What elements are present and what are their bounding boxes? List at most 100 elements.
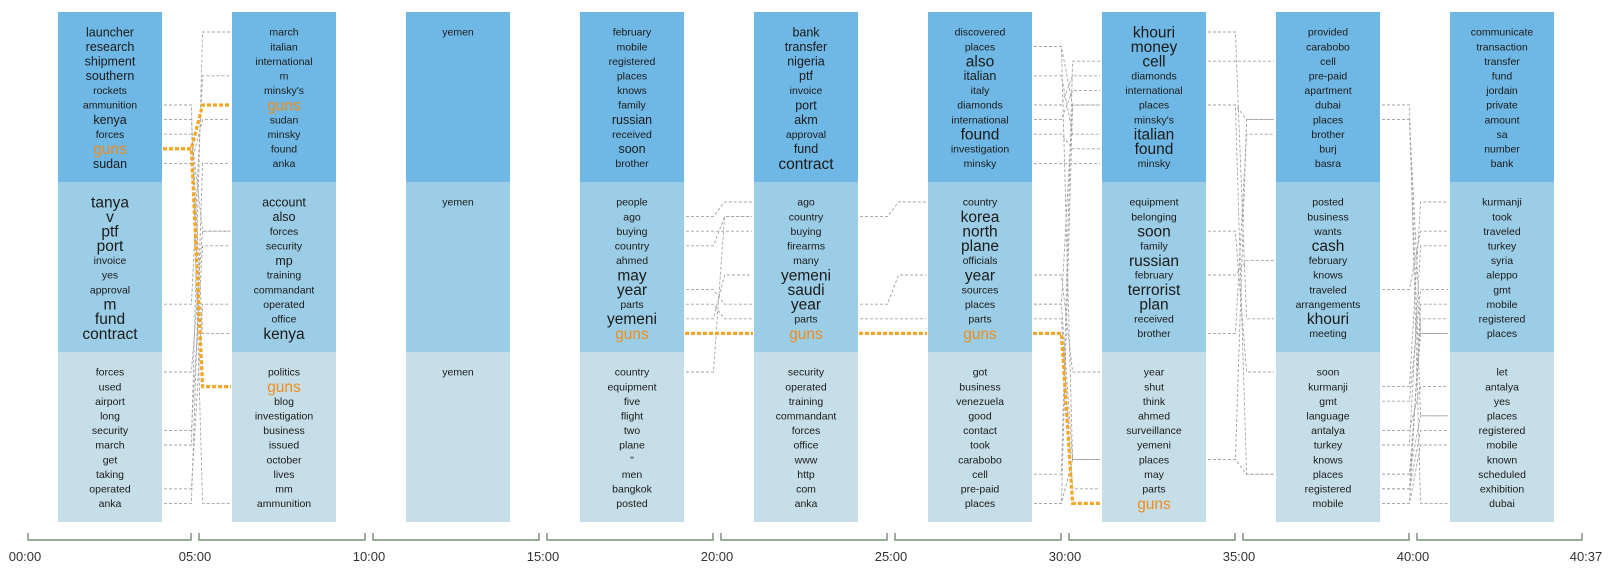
topic-keyword[interactable]: blog bbox=[274, 396, 294, 408]
topic-keyword[interactable]: shipment bbox=[85, 55, 136, 69]
topic-keyword[interactable]: carabobo bbox=[958, 454, 1002, 466]
topic-keyword[interactable]: good bbox=[968, 410, 992, 422]
topic-keyword[interactable]: ptf bbox=[799, 69, 813, 83]
topic-keyword[interactable]: sudan bbox=[270, 114, 299, 126]
topic-keyword[interactable]: posted bbox=[1312, 197, 1344, 209]
topic-keyword[interactable]: february bbox=[1135, 270, 1174, 282]
topic-keyword[interactable]: parts bbox=[794, 313, 817, 325]
topic-keyword[interactable]: rockets bbox=[93, 85, 127, 97]
highlighted-keyword[interactable]: guns bbox=[267, 97, 301, 114]
topic-keyword[interactable]: account bbox=[262, 195, 306, 209]
topic-keyword[interactable]: firearms bbox=[787, 240, 825, 252]
topic-keyword[interactable]: burj bbox=[1319, 143, 1337, 155]
topic-keyword[interactable]: registered bbox=[1305, 483, 1352, 495]
topic-keyword[interactable]: arrangements bbox=[1296, 299, 1361, 311]
topic-keyword[interactable]: commandant bbox=[254, 284, 315, 296]
topic-keyword[interactable]: places bbox=[965, 299, 995, 311]
topic-keyword[interactable]: country bbox=[615, 240, 650, 252]
topic-keyword[interactable]: equipment bbox=[1129, 197, 1178, 209]
topic-keyword[interactable]: sources bbox=[962, 284, 999, 296]
topic-keyword[interactable]: places bbox=[1139, 100, 1169, 112]
topic-keyword[interactable]: fund bbox=[794, 142, 818, 156]
topic-keyword[interactable]: anka bbox=[273, 158, 296, 170]
topic-keyword[interactable]: yemen bbox=[442, 197, 474, 209]
topic-keyword[interactable]: traveled bbox=[1483, 226, 1521, 238]
topic-keyword[interactable]: italian bbox=[1134, 127, 1175, 144]
topic-keyword[interactable]: venezuela bbox=[956, 396, 1004, 408]
topic-keyword[interactable]: traveled bbox=[1309, 284, 1347, 296]
topic-keyword[interactable]: ammunition bbox=[257, 498, 311, 510]
topic-keyword[interactable]: forces bbox=[96, 367, 125, 379]
topic-keyword[interactable]: knows bbox=[1313, 270, 1343, 282]
topic-keyword[interactable]: basra bbox=[1315, 158, 1341, 170]
topic-keyword[interactable]: get bbox=[103, 454, 118, 466]
topic-keyword[interactable]: brother bbox=[1137, 328, 1171, 340]
topic-keyword[interactable]: received bbox=[1134, 313, 1174, 325]
topic-keyword[interactable]: officials bbox=[963, 255, 998, 267]
topic-keyword[interactable]: m bbox=[104, 297, 117, 314]
topic-keyword[interactable]: used bbox=[99, 381, 122, 393]
topic-keyword[interactable]: brother bbox=[615, 158, 649, 170]
topic-keyword[interactable]: soon bbox=[618, 142, 645, 156]
topic-keyword[interactable]: provided bbox=[1308, 27, 1348, 39]
topic-keyword[interactable]: yemen bbox=[442, 367, 474, 379]
topic-keyword[interactable]: also bbox=[966, 54, 994, 71]
topic-keyword[interactable]: transaction bbox=[1476, 41, 1528, 53]
topic-keyword[interactable]: also bbox=[273, 210, 296, 224]
topic-keyword[interactable]: nigeria bbox=[787, 55, 825, 69]
topic-keyword[interactable]: yemeni bbox=[781, 267, 831, 284]
topic-keyword[interactable]: many bbox=[793, 255, 819, 267]
topic-keyword[interactable]: mobile bbox=[1487, 440, 1518, 452]
topic-keyword[interactable]: places bbox=[1487, 410, 1517, 422]
topic-keyword[interactable]: approval bbox=[90, 284, 130, 296]
topic-keyword[interactable]: exhibition bbox=[1480, 483, 1525, 495]
topic-keyword[interactable]: received bbox=[612, 129, 652, 141]
topic-keyword[interactable]: places bbox=[1313, 469, 1343, 481]
topic-keyword[interactable]: soon bbox=[1137, 224, 1171, 241]
topic-keyword[interactable]: korea bbox=[961, 209, 1000, 226]
topic-keyword[interactable]: gmt bbox=[1493, 284, 1511, 296]
topic-keyword[interactable]: kenya bbox=[93, 113, 126, 127]
topic-keyword[interactable]: dubai bbox=[1315, 100, 1341, 112]
topic-keyword[interactable]: lives bbox=[273, 469, 294, 481]
topic-keyword[interactable]: plane bbox=[619, 440, 645, 452]
topic-keyword[interactable]: minsky's bbox=[264, 85, 304, 97]
topic-keyword[interactable]: dubai bbox=[1489, 498, 1515, 510]
topic-keyword[interactable]: mobile bbox=[617, 41, 648, 53]
topic-keyword[interactable]: yemeni bbox=[1137, 440, 1171, 452]
topic-keyword[interactable]: buying bbox=[791, 226, 822, 238]
topic-keyword[interactable]: number bbox=[1484, 143, 1520, 155]
topic-keyword[interactable]: bank bbox=[792, 25, 820, 39]
topic-keyword[interactable]: north bbox=[962, 224, 997, 241]
topic-keyword[interactable]: international bbox=[255, 56, 312, 68]
highlighted-keyword[interactable]: guns bbox=[267, 379, 301, 396]
topic-keyword[interactable]: registered bbox=[1479, 425, 1526, 437]
topic-keyword[interactable]: business bbox=[263, 425, 304, 437]
topic-keyword[interactable]: belonging bbox=[1131, 211, 1177, 223]
topic-keyword[interactable]: www bbox=[794, 454, 818, 466]
topic-keyword[interactable]: places bbox=[1139, 454, 1169, 466]
topic-keyword[interactable]: port bbox=[795, 98, 817, 112]
topic-keyword[interactable]: soon bbox=[1317, 367, 1340, 379]
topic-keyword[interactable]: posted bbox=[616, 498, 648, 510]
topic-keyword[interactable]: training bbox=[789, 396, 824, 408]
topic-keyword[interactable]: akm bbox=[794, 113, 818, 127]
topic-keyword[interactable]: mobile bbox=[1313, 498, 1344, 510]
topic-keyword[interactable]: let bbox=[1496, 367, 1507, 379]
topic-keyword[interactable]: khouri bbox=[1307, 311, 1349, 328]
topic-keyword[interactable]: operated bbox=[89, 483, 131, 495]
topic-keyword[interactable]: com bbox=[796, 483, 816, 495]
topic-keyword[interactable]: aleppo bbox=[1486, 270, 1518, 282]
topic-keyword[interactable]: ahmed bbox=[616, 255, 648, 267]
topic-keyword[interactable]: russian bbox=[1129, 253, 1179, 270]
topic-keyword[interactable]: bangkok bbox=[612, 483, 652, 495]
topic-keyword[interactable]: found bbox=[961, 127, 1000, 144]
topic-keyword[interactable]: diamonds bbox=[1131, 70, 1177, 82]
topic-keyword[interactable]: mp bbox=[275, 254, 292, 268]
topic-keyword[interactable]: registered bbox=[609, 56, 656, 68]
topic-keyword[interactable]: yemen bbox=[442, 27, 474, 39]
topic-keyword[interactable]: antalya bbox=[1311, 425, 1345, 437]
topic-keyword[interactable]: terrorist bbox=[1128, 282, 1181, 299]
topic-keyword[interactable]: amount bbox=[1484, 114, 1519, 126]
topic-keyword[interactable]: may bbox=[617, 267, 647, 284]
